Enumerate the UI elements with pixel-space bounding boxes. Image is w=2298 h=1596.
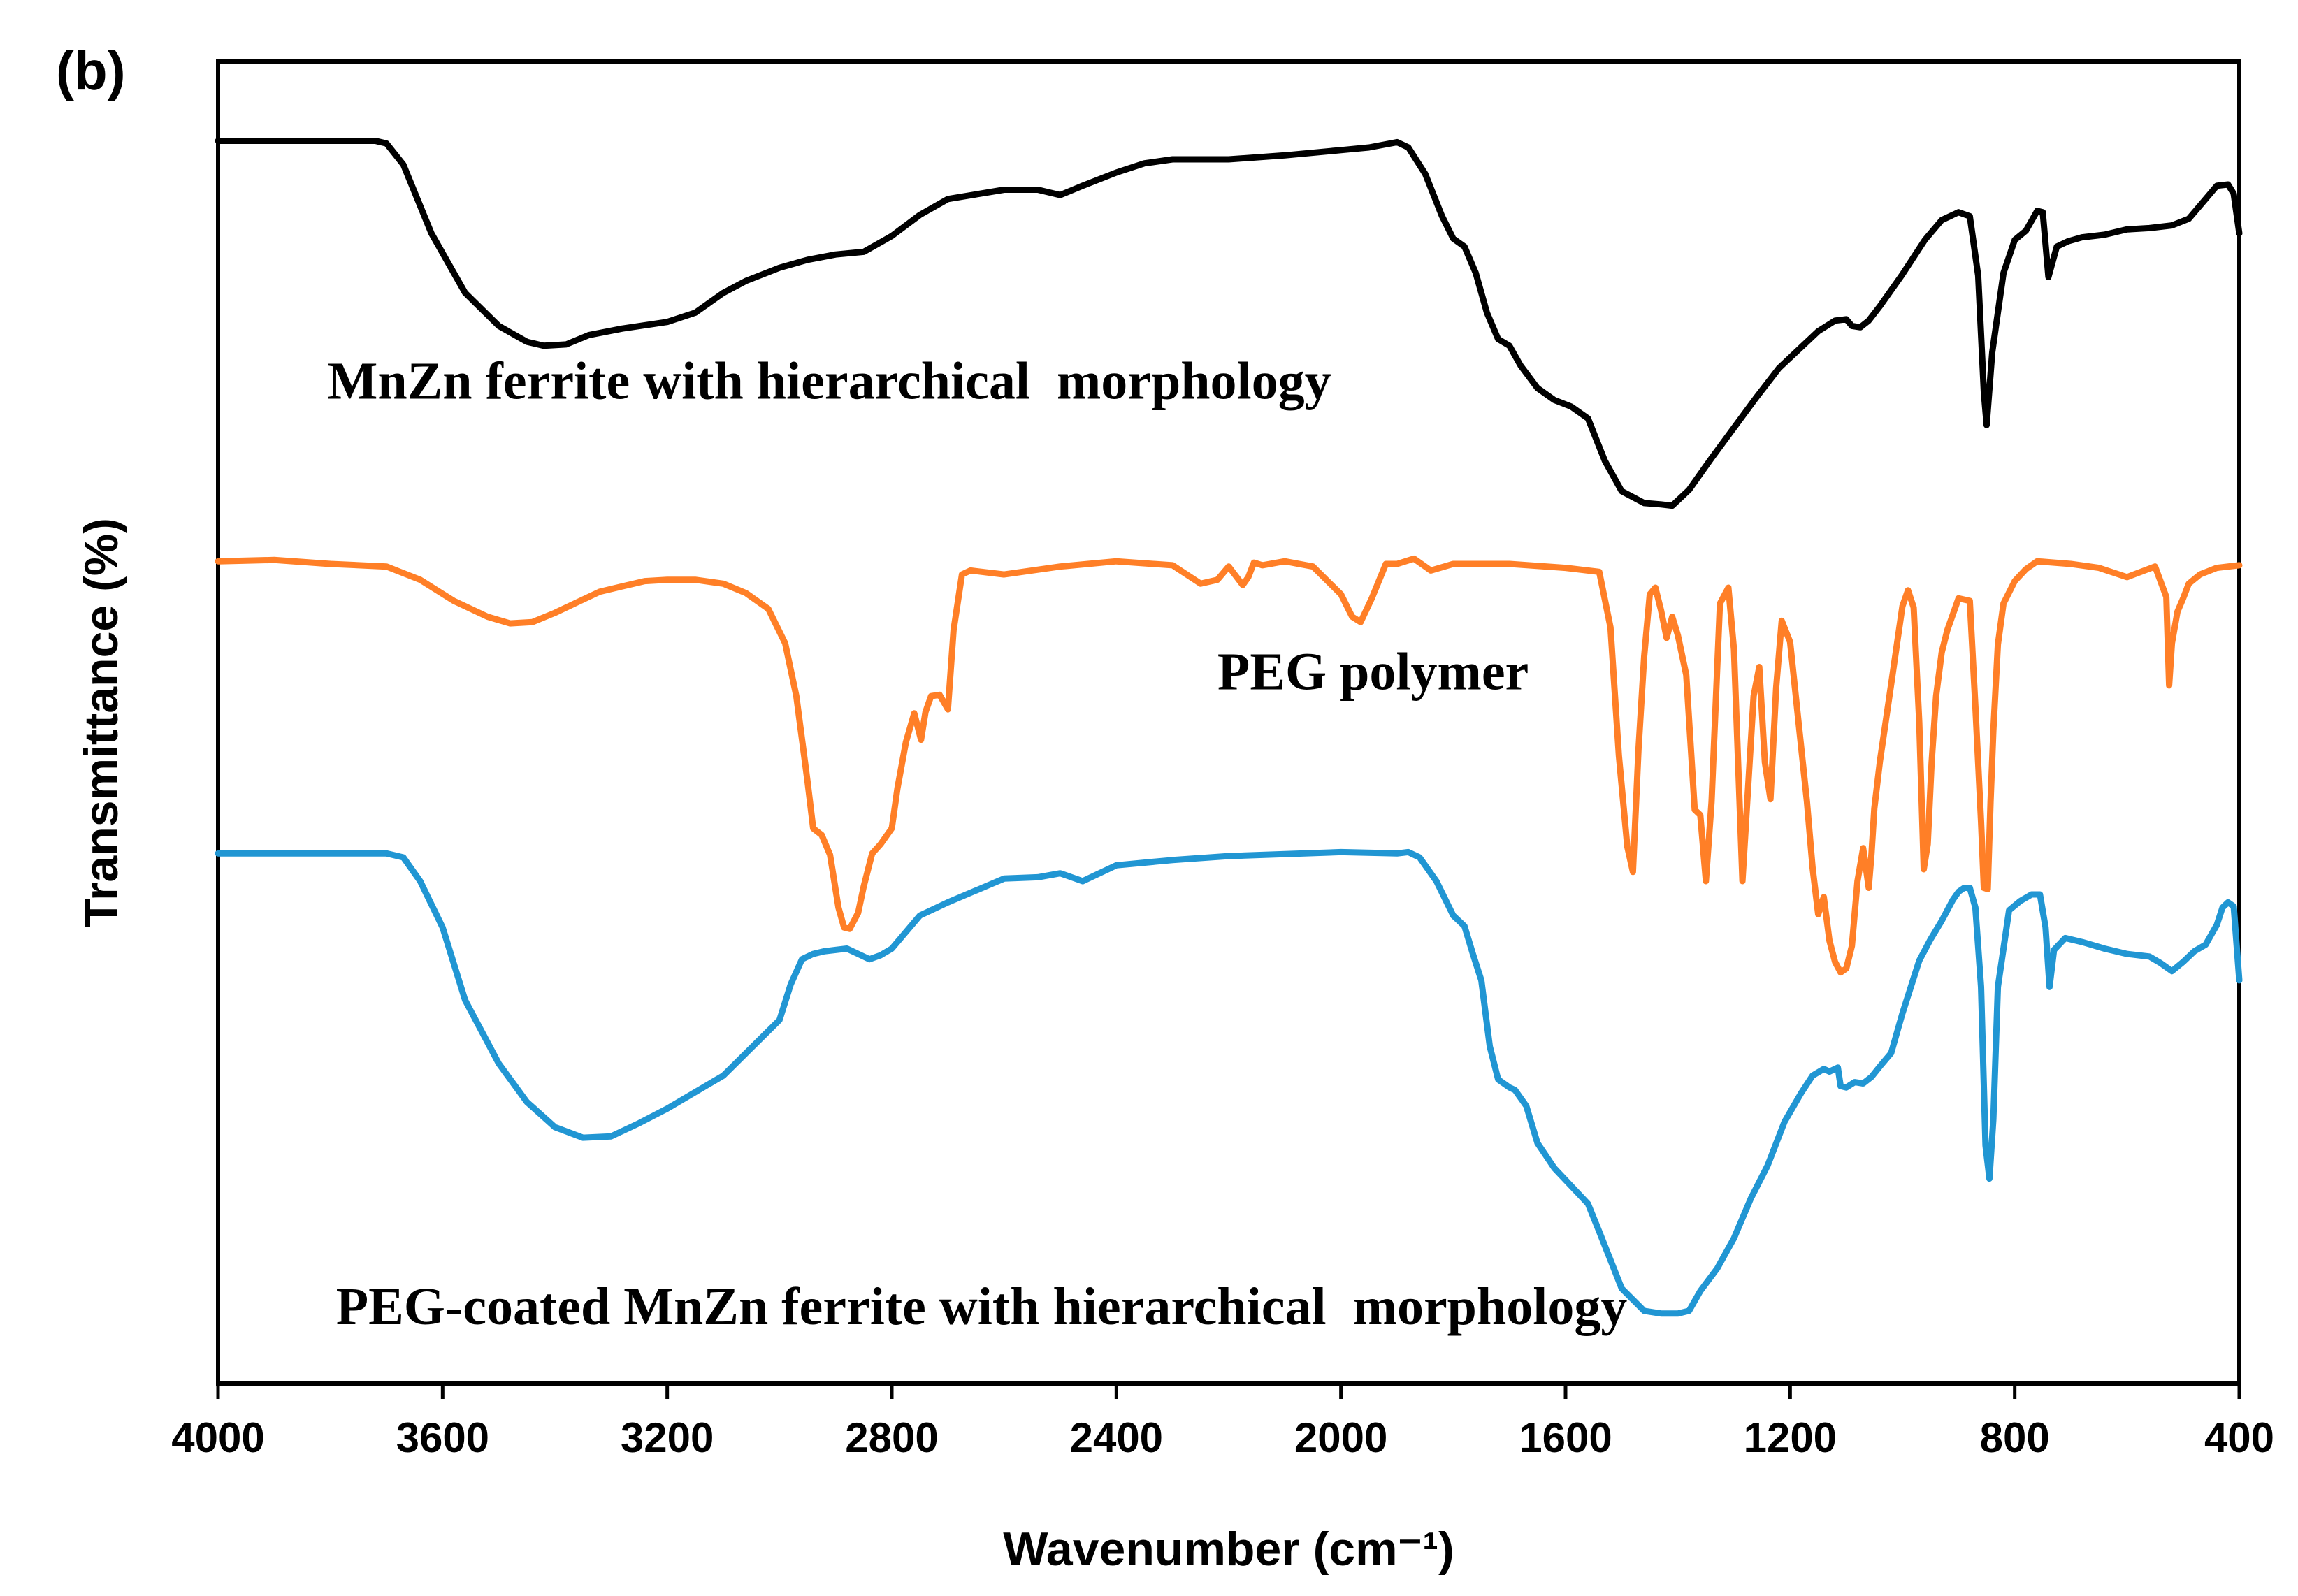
- series-annotation-2: PEG polymer: [1217, 643, 1529, 702]
- x-tick-label: 400: [2204, 1414, 2274, 1461]
- x-tick-label: 2400: [1070, 1414, 1163, 1461]
- series-annotation-3: PEG-coated MnZn ferrite with hierarchica…: [336, 1277, 1628, 1336]
- x-tick-label: 2800: [845, 1414, 938, 1461]
- x-axis-title: Wavenumber (cm⁻¹): [1003, 1523, 1454, 1576]
- x-tick-label: 4000: [171, 1414, 264, 1461]
- y-axis-title: Transmittance (%): [75, 518, 128, 927]
- x-tick-label: 800: [1980, 1414, 2050, 1461]
- x-tick-label: 3200: [621, 1414, 714, 1461]
- x-tick-label: 1600: [1519, 1414, 1612, 1461]
- x-tick-label: 2000: [1294, 1414, 1387, 1461]
- x-tick-label: 1200: [1744, 1414, 1837, 1461]
- series-layer: [215, 138, 2243, 1317]
- x-tick-label: 3600: [396, 1414, 489, 1461]
- series-line-1: [215, 138, 2243, 509]
- series-line-2: [215, 555, 2243, 976]
- series-line-3: [215, 848, 2243, 1317]
- annotation-layer: MnZn ferrite with hierarchical morpholog…: [328, 352, 1628, 1336]
- x-axis-ticks: 4000 3600 3200 2800 2400 2000 1600 1200 800 400: [171, 1384, 2274, 1461]
- panel-label: (b): [56, 40, 126, 101]
- plot-frame: [216, 59, 2241, 1386]
- series-annotation-1: MnZn ferrite with hierarchical morpholog…: [328, 352, 1331, 411]
